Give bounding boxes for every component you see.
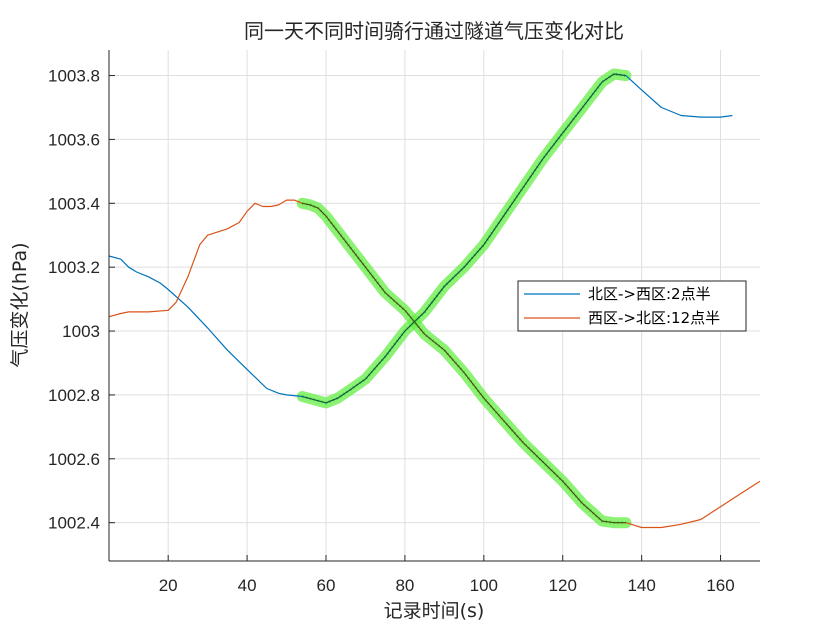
y-tick-label-4: 1003.2 [48, 258, 100, 277]
legend-label-north-west: 北区->西区:2点半 [588, 285, 711, 303]
x-tick-labels: 20 40 60 80 100 120 140 160 [159, 576, 735, 595]
highlight-core-1 [302, 202, 626, 524]
x-tick-label-0: 20 [159, 576, 178, 595]
x-tick-label-1: 40 [238, 576, 257, 595]
y-tick-label-1: 1002.6 [48, 450, 100, 469]
y-tick-label-7: 1003.8 [48, 67, 100, 86]
x-tick-label-2: 60 [317, 576, 336, 595]
x-tick-label-5: 120 [549, 576, 577, 595]
y-tick-labels: 1002.4 1002.6 1002.8 1003 1003.2 1003.4 1003.6… [48, 67, 100, 533]
x-tick-label-7: 160 [706, 576, 734, 595]
legend-box [517, 280, 747, 332]
chart-title: 同一天不同时间骑行通过隧道气压变化对比 [244, 19, 624, 43]
y-tick-label-6: 1003.6 [48, 130, 100, 149]
legend-label-west-north: 西区->北区:12点半 [588, 309, 720, 327]
axes [108, 50, 760, 562]
x-axis-label: 记录时间(s) [384, 600, 485, 622]
y-axis-label: 气压变化(hPa) [9, 242, 31, 367]
x-tick-label-4: 100 [470, 576, 498, 595]
x-tick-label-6: 140 [627, 576, 655, 595]
legend: 北区->西区:2点半 西区->北区:12点半 [517, 280, 747, 332]
highlight-core-0 [302, 73, 626, 404]
y-tick-label-2: 1002.8 [48, 386, 100, 405]
y-tick-label-0: 1002.4 [48, 514, 100, 533]
y-tick-label-3: 1003 [62, 322, 100, 341]
x-tick-label-3: 80 [395, 576, 414, 595]
y-tick-label-5: 1003.4 [48, 194, 100, 213]
series-lines [108, 73, 761, 529]
